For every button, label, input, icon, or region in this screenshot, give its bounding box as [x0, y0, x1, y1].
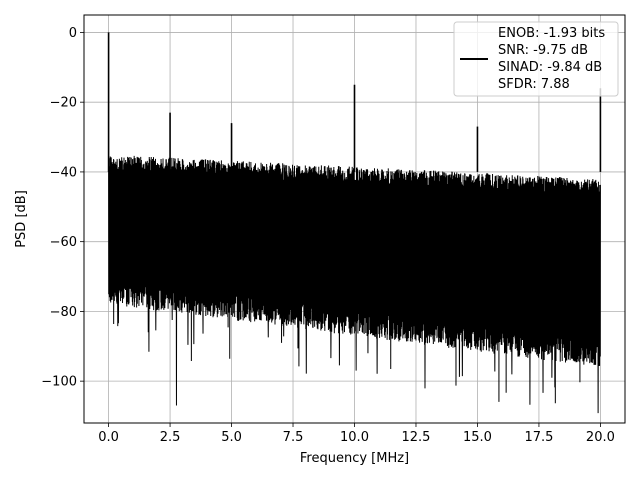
x-tick-label: 17.5	[524, 430, 553, 445]
x-axis: 0.0 2.5 5.0 7.5 10.0 12.5 15.0 17.5 20.0	[98, 423, 615, 445]
legend: ENOB: -1.93 bits SNR: -9.75 dB SINAD: -9…	[453, 21, 619, 97]
y-axis-title: PSD [dB]	[14, 190, 29, 248]
x-tick-label: 2.5	[160, 430, 181, 445]
psd-noise-trace	[108, 155, 601, 414]
y-axis: 0 −20 −40 −60 −80 −100	[41, 26, 84, 390]
x-tick-label: 12.5	[402, 430, 431, 445]
x-tick-label: 15.0	[463, 430, 492, 445]
y-tick-label: −60	[50, 235, 77, 250]
plot-area	[107, 32, 602, 414]
x-tick-label: 7.5	[283, 430, 304, 445]
x-tick-label: 20.0	[586, 430, 615, 445]
legend-sfdr: SFDR: 7.88	[498, 77, 570, 92]
legend-snr: SNR: -9.75 dB	[498, 43, 588, 58]
legend-box	[453, 21, 619, 97]
y-tick-label: −80	[50, 305, 77, 320]
y-tick-label: −40	[50, 165, 77, 180]
x-tick-label: 10.0	[340, 430, 369, 445]
y-tick-label: −20	[50, 96, 77, 111]
legend-enob: ENOB: -1.93 bits	[498, 26, 605, 41]
x-axis-title: Frequency [MHz]	[300, 451, 409, 466]
legend-sinad: SINAD: -9.84 dB	[498, 60, 602, 75]
x-tick-label: 5.0	[221, 430, 242, 445]
y-tick-label: −100	[41, 375, 77, 390]
x-tick-label: 0.0	[98, 430, 119, 445]
y-tick-label: 0	[69, 26, 77, 41]
